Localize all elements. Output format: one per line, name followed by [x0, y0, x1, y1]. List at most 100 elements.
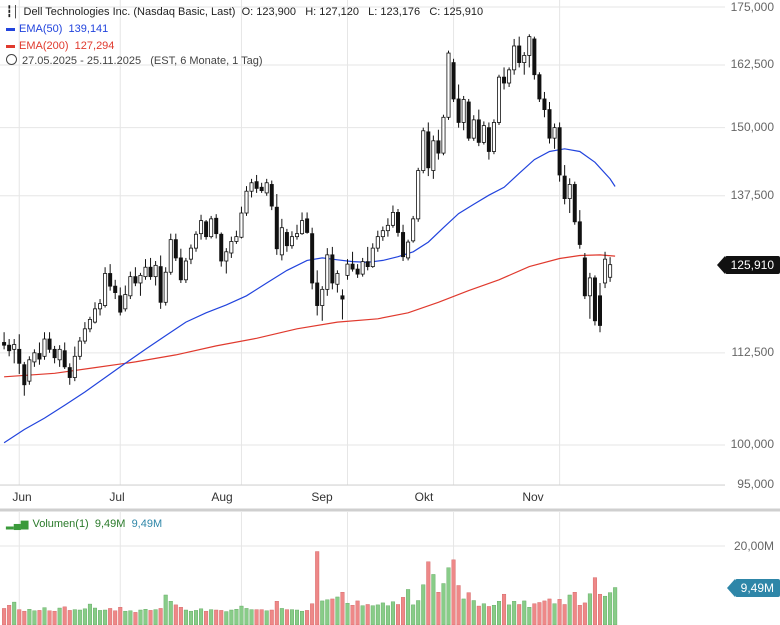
candle-body [542, 98, 547, 110]
candle-body [491, 122, 496, 152]
candle-body [416, 170, 421, 220]
volume-bar [562, 604, 567, 625]
candle-body [456, 98, 461, 123]
candle [380, 226, 385, 241]
volume-bar [476, 605, 481, 625]
candle-body [481, 125, 486, 143]
x-label-nov: Nov [522, 490, 544, 504]
volume-bar [385, 605, 390, 625]
candle-body [552, 127, 557, 139]
candle [183, 257, 188, 283]
candle [496, 74, 501, 126]
candle [481, 121, 486, 145]
y-tick-162500: 162,500 [730, 57, 774, 71]
candle-body [183, 260, 188, 281]
candle [401, 224, 406, 262]
candle [244, 186, 249, 216]
candle [441, 114, 446, 156]
candle [264, 178, 269, 196]
x-label-okt: Okt [414, 490, 434, 504]
volume-bar [547, 598, 552, 625]
candle-body [557, 127, 562, 176]
candle [289, 231, 294, 249]
ema200-label: EMA(200) [19, 40, 69, 52]
candle [279, 218, 284, 261]
candle [557, 122, 562, 182]
volume-bar [471, 600, 476, 625]
candle-body [163, 271, 168, 303]
candle [249, 178, 254, 198]
candle [562, 165, 567, 205]
volume-tick-20m: 20,00M [733, 539, 774, 553]
volume-bar [507, 604, 512, 625]
volume-bar [32, 610, 37, 625]
volume-bar [572, 592, 577, 625]
volume-bar [426, 561, 431, 625]
ema200-legend[interactable]: EMA(200) 127,294 [6, 39, 114, 53]
candle [103, 267, 108, 308]
candle-body [118, 295, 123, 313]
volume-bar [552, 603, 557, 625]
candle [416, 167, 421, 222]
candle [350, 251, 355, 272]
candle [32, 349, 37, 367]
candle-body [320, 288, 325, 306]
volume-legend[interactable]: ▂▄▆ Volumen(1) 9,49M 9,49M [6, 517, 162, 532]
candle [446, 50, 451, 120]
candle-body [138, 274, 143, 284]
volume-bar [249, 609, 254, 625]
volume-bar [113, 610, 118, 625]
candle [173, 233, 178, 262]
candle [355, 264, 360, 278]
volume-bar [527, 607, 532, 625]
candle-body [178, 257, 183, 281]
candle-body [431, 140, 436, 171]
volume-bar [401, 597, 406, 625]
volume-bar [486, 606, 491, 625]
volume-bar [587, 593, 592, 625]
candle [431, 135, 436, 179]
candle [87, 316, 92, 333]
x-label-sep: Sep [311, 490, 333, 504]
volume-bar [330, 598, 335, 625]
ema50-legend[interactable]: EMA(50) 139,141 [6, 22, 108, 36]
volume-bar [209, 609, 214, 625]
candle [17, 334, 22, 374]
volume-bar [613, 587, 618, 625]
candle-body [512, 45, 517, 71]
candle [310, 227, 315, 290]
volume-bar [229, 609, 234, 625]
volume-bar [52, 610, 57, 625]
volume-bar [92, 607, 97, 625]
price-grid [0, 0, 725, 625]
volume-bar [390, 601, 395, 625]
candle [325, 248, 330, 296]
candle-body [214, 217, 219, 235]
candle [390, 205, 395, 228]
candle [547, 101, 552, 144]
candle-body [113, 285, 118, 293]
candle-body [284, 232, 289, 247]
candle [340, 289, 345, 320]
volume-bar [2, 608, 7, 625]
candle-body [148, 266, 153, 278]
volume-bar [82, 608, 87, 625]
volume-bar [284, 609, 289, 625]
candle [168, 233, 173, 275]
candle [153, 261, 158, 286]
y-tick-175000: 175,000 [730, 0, 774, 14]
volume-bar [244, 608, 249, 625]
volume-bar [355, 600, 360, 625]
candle [52, 345, 57, 364]
volume-bar [608, 592, 613, 625]
candle-body [2, 342, 7, 346]
volume-bar [158, 608, 163, 625]
volume-bar [274, 601, 279, 625]
candle-body [502, 76, 507, 84]
date-range-row: 27.05.2025 - 25.11.2025 (EST, 6 Monate, … [6, 54, 263, 68]
candle [67, 363, 72, 385]
candle [284, 228, 289, 252]
candle [517, 36, 522, 68]
volume-bar [289, 609, 294, 625]
candle [335, 270, 340, 293]
